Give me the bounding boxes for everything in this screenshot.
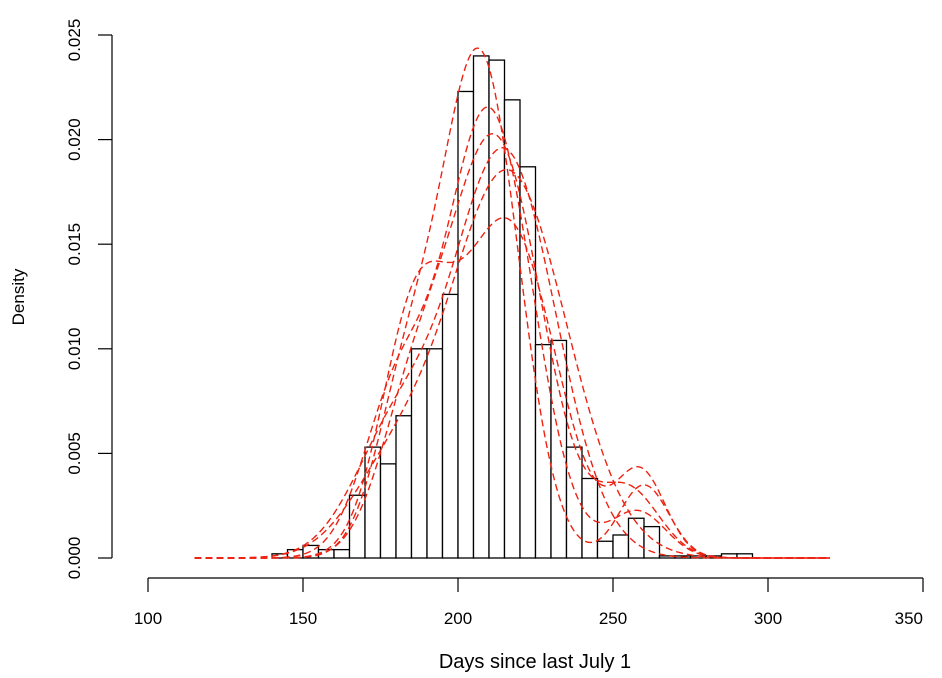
- histogram-bar: [612, 534, 630, 559]
- y-tick-label: 0.000: [65, 537, 84, 580]
- histogram-bar: [333, 548, 351, 559]
- histogram-bar: [395, 415, 413, 559]
- histogram-bar: [472, 55, 490, 559]
- histogram-bar: [596, 540, 614, 559]
- x-tick-label: 100: [134, 609, 162, 628]
- histogram-bar: [643, 525, 661, 559]
- histogram-bars: [271, 55, 754, 559]
- density-curve: [194, 217, 830, 559]
- density-curve: [194, 147, 830, 559]
- histogram-bar: [379, 463, 397, 559]
- x-axis: 100 150 200 250 300 350 Days since last …: [134, 577, 924, 673]
- x-axis-title: Days since last July 1: [439, 651, 631, 673]
- histogram-bar: [410, 348, 428, 559]
- y-tick-label: 0.010: [65, 328, 84, 371]
- histogram-bar: [534, 343, 552, 559]
- x-tick-label: 300: [754, 609, 782, 628]
- y-tick-label: 0.005: [65, 432, 84, 475]
- x-tick-label: 150: [289, 609, 317, 628]
- histogram-bar: [488, 59, 506, 559]
- x-tick-label: 350: [895, 609, 923, 628]
- histogram-bar: [581, 477, 599, 559]
- y-axis: 0.000 0.005 0.010 0.015 0.020 0.025 Dens…: [9, 19, 113, 580]
- y-tick-label: 0.025: [65, 19, 84, 62]
- histogram-bar: [503, 99, 521, 559]
- y-tick-label: 0.020: [65, 118, 84, 161]
- y-tick-label: 0.015: [65, 223, 84, 266]
- histogram-bar: [426, 348, 444, 559]
- histogram-bar: [565, 446, 583, 559]
- histogram-bar: [550, 339, 568, 559]
- histogram-bar: [457, 90, 475, 559]
- y-axis-title: Density: [9, 268, 28, 325]
- x-tick-label: 250: [599, 609, 627, 628]
- x-tick-label: 200: [444, 609, 472, 628]
- histogram-bar: [441, 293, 459, 559]
- density-curves: [194, 47, 830, 559]
